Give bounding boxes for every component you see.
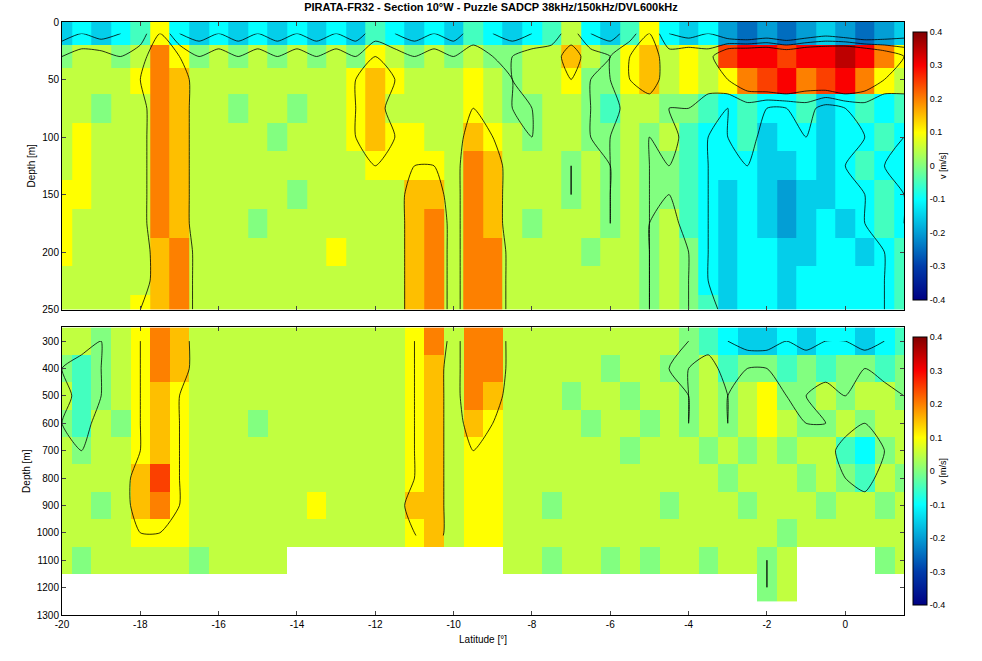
svg-text:600: 600 — [42, 418, 59, 429]
svg-text:-16: -16 — [211, 619, 226, 630]
svg-text:200: 200 — [42, 247, 59, 258]
svg-text:0.4: 0.4 — [930, 27, 943, 37]
svg-text:0.4: 0.4 — [930, 332, 943, 342]
svg-text:250: 250 — [42, 304, 59, 315]
svg-text:500: 500 — [42, 390, 59, 401]
svg-text:-2: -2 — [762, 619, 771, 630]
svg-text:v [m/s]: v [m/s] — [938, 458, 948, 485]
svg-text:0.3: 0.3 — [930, 60, 943, 70]
svg-text:-0.4: -0.4 — [930, 295, 946, 305]
svg-text:300: 300 — [42, 336, 59, 347]
svg-text:-14: -14 — [290, 619, 305, 630]
svg-text:0.2: 0.2 — [930, 399, 943, 409]
svg-text:800: 800 — [42, 473, 59, 484]
svg-text:1100: 1100 — [37, 555, 59, 566]
svg-text:700: 700 — [42, 445, 59, 456]
svg-text:-0.1: -0.1 — [930, 500, 946, 510]
svg-text:-0.1: -0.1 — [930, 194, 946, 204]
svg-text:-0.2: -0.2 — [930, 533, 946, 543]
svg-text:0: 0 — [930, 161, 935, 171]
svg-text:0.2: 0.2 — [930, 94, 943, 104]
svg-text:900: 900 — [42, 500, 59, 511]
svg-text:Depth [m]: Depth [m] — [26, 144, 37, 188]
svg-text:-18: -18 — [133, 619, 148, 630]
svg-text:-0.3: -0.3 — [930, 567, 946, 577]
svg-text:-20: -20 — [55, 619, 70, 630]
svg-text:-0.3: -0.3 — [930, 261, 946, 271]
svg-text:v [m/s]: v [m/s] — [938, 153, 948, 180]
svg-text:0.3: 0.3 — [930, 366, 943, 376]
svg-text:1300: 1300 — [37, 610, 60, 621]
svg-text:Latitude [°]: Latitude [°] — [459, 634, 507, 645]
svg-text:PIRATA-FR32 - Section 10°W - P: PIRATA-FR32 - Section 10°W - Puzzle SADC… — [304, 1, 678, 13]
svg-text:0: 0 — [53, 17, 59, 28]
svg-text:-10: -10 — [446, 619, 461, 630]
svg-text:-6: -6 — [606, 619, 615, 630]
svg-text:1200: 1200 — [37, 582, 60, 593]
svg-text:1000: 1000 — [37, 527, 60, 538]
svg-text:-4: -4 — [684, 619, 693, 630]
svg-text:Depth [m]: Depth [m] — [21, 449, 32, 493]
svg-text:-0.4: -0.4 — [930, 600, 946, 610]
svg-text:150: 150 — [42, 189, 59, 200]
svg-text:-8: -8 — [527, 619, 536, 630]
svg-text:0.1: 0.1 — [930, 127, 943, 137]
svg-text:400: 400 — [42, 363, 59, 374]
svg-text:-12: -12 — [368, 619, 383, 630]
svg-text:0: 0 — [930, 466, 935, 476]
svg-text:0: 0 — [842, 619, 848, 630]
svg-text:-0.2: -0.2 — [930, 228, 946, 238]
svg-text:100: 100 — [42, 132, 59, 143]
svg-text:0.1: 0.1 — [930, 433, 943, 443]
svg-text:50: 50 — [48, 74, 60, 85]
